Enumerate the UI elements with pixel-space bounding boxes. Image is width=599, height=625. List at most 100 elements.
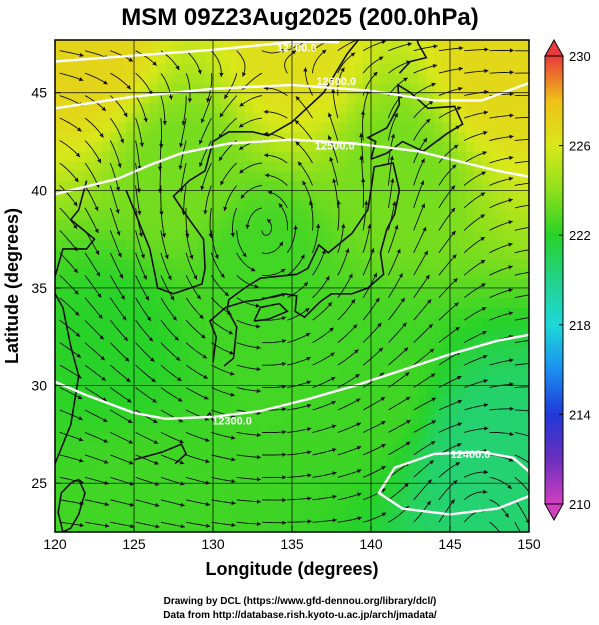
field-cell	[386, 317, 396, 328]
streamline-arrow	[102, 417, 108, 422]
field-cell	[473, 53, 483, 65]
field-cell	[55, 40, 64, 45]
field-cell	[355, 424, 364, 435]
field-cell	[347, 395, 356, 406]
field-cell	[292, 395, 301, 406]
streamline-arrow	[179, 142, 184, 148]
streamline-arrow	[429, 348, 435, 353]
field-cell	[378, 102, 388, 113]
field-cell	[94, 356, 103, 367]
field-cell	[355, 278, 364, 289]
field-cell	[102, 170, 111, 182]
field-cell	[371, 209, 380, 221]
streamline-arrow	[396, 248, 401, 254]
field-cell	[181, 151, 190, 162]
streamline	[287, 520, 312, 523]
streamline	[514, 160, 529, 164]
streamline-arrow	[390, 133, 395, 139]
field-cell	[410, 209, 419, 221]
streamline	[489, 408, 514, 411]
field-cell	[126, 492, 135, 504]
streamline	[109, 297, 127, 321]
field-cell	[315, 200, 325, 211]
field-cell	[149, 258, 159, 270]
field-cell	[505, 209, 514, 221]
field-cell	[62, 297, 72, 309]
field-cell	[418, 82, 427, 94]
field-cell	[307, 327, 317, 338]
field-cell	[220, 346, 230, 357]
field-cell	[521, 40, 529, 45]
field-cell	[473, 522, 483, 532]
field-cell	[450, 405, 459, 416]
field-cell	[355, 317, 364, 328]
field-cell	[276, 141, 285, 152]
field-cell	[410, 424, 419, 435]
field-cell	[220, 434, 230, 445]
field-cell	[450, 63, 459, 74]
field-cell	[505, 366, 514, 377]
field-cell	[450, 327, 459, 338]
field-cell	[473, 258, 483, 270]
field-cell	[489, 385, 498, 396]
field-cell	[236, 239, 246, 250]
field-cell	[62, 463, 72, 475]
field-cell	[244, 405, 254, 416]
field-cell	[213, 112, 222, 123]
field-cell	[292, 200, 301, 211]
field-cell	[378, 512, 388, 523]
field-cell	[165, 248, 175, 260]
field-cell	[102, 346, 111, 357]
field-cell	[497, 43, 506, 55]
streamline	[362, 420, 386, 433]
field-cell	[205, 424, 214, 435]
field-cell	[323, 190, 333, 201]
field-cell	[110, 229, 119, 240]
streamline	[438, 254, 457, 276]
streamline	[463, 236, 486, 254]
field-cell	[505, 112, 514, 123]
field-cell	[371, 112, 380, 123]
field-cell	[410, 473, 419, 484]
field-cell	[94, 112, 103, 123]
field-cell	[189, 239, 198, 250]
field-cell	[450, 434, 459, 445]
field-cell	[386, 151, 396, 162]
field-cell	[260, 502, 269, 514]
field-cell	[197, 102, 206, 113]
field-cell	[149, 336, 159, 348]
streamline-arrow	[230, 435, 236, 440]
field-cell	[323, 53, 333, 65]
field-cell	[402, 473, 412, 484]
field-cell	[450, 366, 459, 377]
field-cell	[126, 200, 135, 211]
streamline	[463, 214, 486, 231]
field-cell	[299, 180, 309, 191]
field-cell	[371, 424, 380, 435]
field-cell	[55, 170, 64, 182]
field-cell	[402, 92, 412, 104]
field-cell	[189, 92, 198, 104]
field-cell	[110, 336, 119, 348]
streamline	[362, 512, 387, 523]
field-cell	[473, 278, 483, 289]
field-cell	[331, 414, 340, 426]
field-cell	[252, 307, 261, 318]
field-cell	[189, 122, 198, 133]
field-cell	[521, 356, 529, 367]
streamline	[312, 40, 331, 52]
streamline-arrow	[219, 72, 224, 77]
streamline-arrow	[180, 502, 185, 507]
field-cell	[284, 385, 293, 396]
field-cell	[465, 161, 475, 172]
streamline-arrow	[281, 316, 287, 321]
streamline	[135, 95, 147, 123]
streamline-arrow	[77, 127, 82, 132]
field-cell	[189, 131, 198, 143]
field-cell	[157, 248, 167, 260]
streamline-arrow	[453, 278, 458, 283]
field-cell	[70, 122, 80, 133]
field-cell	[489, 424, 498, 435]
field-cell	[457, 375, 467, 387]
field-cell	[434, 63, 443, 74]
